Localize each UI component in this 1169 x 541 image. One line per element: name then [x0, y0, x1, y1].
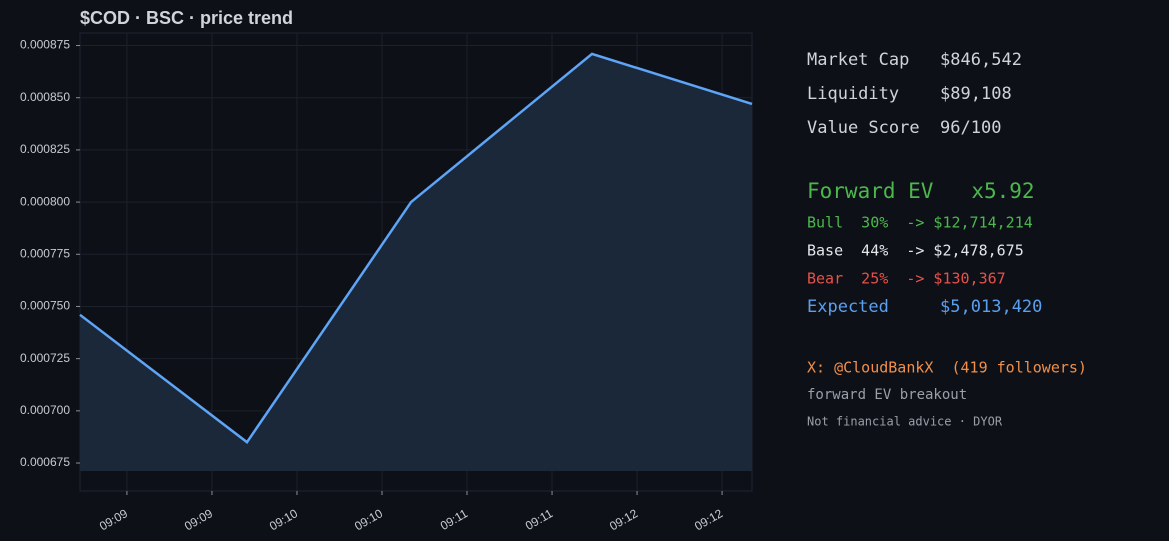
panel-line: Bear 25% -> $130,367 — [807, 270, 1006, 288]
line — [79, 52, 753, 444]
panel-line: Bull 30% -> $12,714,214 — [807, 214, 1033, 232]
panel-line: Base 44% -> $2,478,675 — [807, 242, 1024, 260]
y-tick-label: 0.000775 — [20, 246, 70, 260]
y-tick-label: 0.000825 — [20, 142, 70, 156]
panel-line: Liquidity $89,108 — [807, 84, 1012, 104]
y-tick-label: 0.000675 — [20, 455, 70, 469]
y-tick-label: 0.000875 — [20, 38, 70, 52]
panel-line: Expected $5,013,420 — [807, 297, 1042, 317]
panel-line: Forward EV x5.92 — [807, 179, 1035, 203]
y-tick-label: 0.000700 — [20, 403, 70, 417]
panel-line: Market Cap $846,542 — [807, 50, 1022, 70]
y-tick-label: 0.000800 — [20, 194, 70, 208]
area — [80, 53, 752, 471]
y-tick-label: 0.000750 — [20, 299, 70, 313]
panel-line: X: @CloudBankX (419 followers) — [807, 359, 1087, 377]
panel-line: forward EV breakout — [807, 387, 967, 403]
y-tick-label: 0.000850 — [20, 90, 70, 104]
panel-line: Not financial advice · DYOR — [807, 415, 1003, 429]
y-tick-label: 0.000725 — [20, 351, 70, 365]
panel-line: Value Score 96/100 — [807, 118, 1001, 138]
chart-title: $COD · BSC · price trend — [80, 8, 293, 28]
